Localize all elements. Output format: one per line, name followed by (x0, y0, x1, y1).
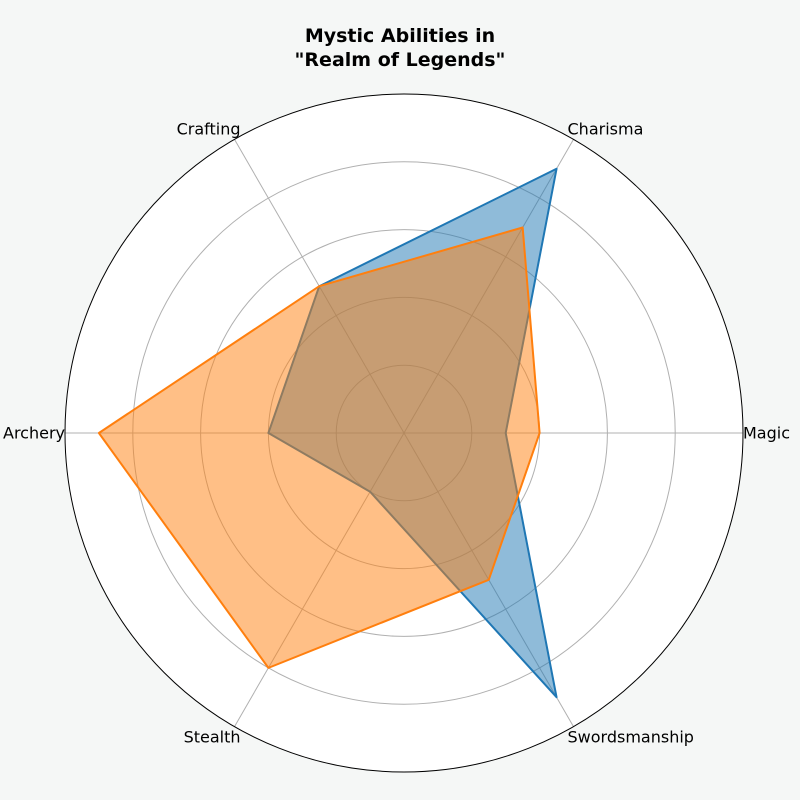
axis-label-magic: Magic (743, 424, 790, 443)
plot-frame (64, 93, 744, 773)
axis-label-stealth: Stealth (184, 727, 241, 746)
series-2-area (98, 227, 540, 668)
axis-label-crafting: Crafting (177, 120, 241, 139)
chart-title: Mystic Abilities in "Realm of Legends" (294, 25, 506, 71)
axis-label-archery: Archery (3, 424, 65, 443)
axis-label-swordsmanship: Swordsmanship (568, 727, 694, 746)
axis-label-charisma: Charisma (568, 120, 644, 139)
series-2-line (97, 226, 541, 669)
